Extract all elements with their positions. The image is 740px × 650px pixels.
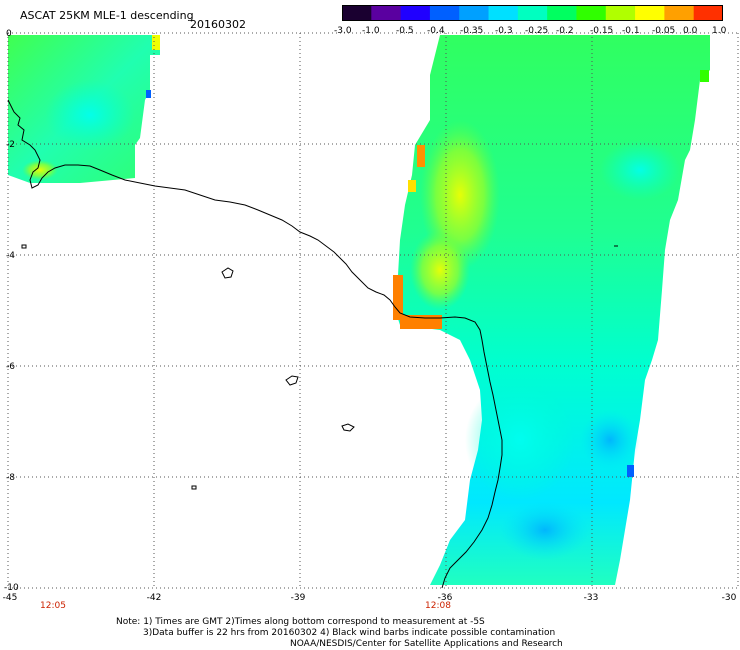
lon-label: -30 xyxy=(722,593,737,603)
colorbar-label: -0.35 xyxy=(460,26,484,36)
lat-label: -4 xyxy=(6,251,15,261)
colorbar-segment xyxy=(517,5,548,21)
lat-label: -6 xyxy=(6,362,15,372)
lon-label: -39 xyxy=(291,593,306,603)
colorbar-label: -0.5 xyxy=(396,26,414,36)
colorbar-label: -3.0 xyxy=(334,26,352,36)
lat-label: -10 xyxy=(4,583,19,593)
time-label: 12:08 xyxy=(425,601,451,611)
colorbar-label: -0.2 xyxy=(556,26,574,36)
lon-label: -33 xyxy=(584,593,599,603)
colorbar-label: -0.05 xyxy=(652,26,676,36)
colorbar xyxy=(342,5,723,21)
colorbar-segment xyxy=(429,5,460,21)
colorbar-label: 1.0 xyxy=(712,26,727,36)
left-swath xyxy=(8,35,160,183)
colorbar-border xyxy=(342,5,723,21)
colorbar-segment xyxy=(693,5,723,21)
colorbar-segment xyxy=(605,5,636,21)
lon-label: -45 xyxy=(3,593,18,603)
colorbar-segment xyxy=(547,5,578,21)
time-label: 12:05 xyxy=(40,601,66,611)
lat-label: -2 xyxy=(6,140,15,150)
map-title: ASCAT 25KM MLE-1 descending xyxy=(20,9,194,22)
lat-label: -8 xyxy=(6,473,15,483)
right-swath xyxy=(393,35,710,585)
note-line-3: NOAA/NESDIS/Center for Satellite Applica… xyxy=(290,639,563,649)
colorbar-segment xyxy=(488,5,519,21)
colorbar-label: -1.0 xyxy=(362,26,380,36)
colorbar-segment xyxy=(635,5,665,21)
colorbar-segment xyxy=(576,5,607,21)
colorbar-label: 0.0 xyxy=(683,26,698,36)
map-date: 20160302 xyxy=(190,18,246,31)
lat-labels: 0 -2 -4 -6 -8 -10 xyxy=(4,29,19,593)
note-line-2: 3)Data buffer is 22 hrs from 20160302 4)… xyxy=(143,628,556,638)
colorbar-label: -0.1 xyxy=(622,26,640,36)
note-line-1: Note: 1) Times are GMT 2)Times along bot… xyxy=(116,617,485,627)
colorbar-segment xyxy=(371,5,402,21)
lon-label: -36 xyxy=(438,593,453,603)
colorbar-segment xyxy=(400,5,431,21)
colorbar-label: -0.4 xyxy=(427,26,445,36)
colorbar-label: -0.3 xyxy=(495,26,513,36)
colorbar-label: -0.15 xyxy=(590,26,614,36)
lat-label: 0 xyxy=(6,29,12,39)
coastline xyxy=(7,99,618,589)
colorbar-segment xyxy=(342,5,372,21)
colorbar-label: -0.25 xyxy=(525,26,549,36)
lon-labels: -45 -42 -39 -36 -33 -30 xyxy=(3,593,737,603)
lon-label: -42 xyxy=(147,593,162,603)
grid xyxy=(7,32,739,589)
colorbar-segment xyxy=(459,5,490,21)
colorbar-segment xyxy=(664,5,695,21)
